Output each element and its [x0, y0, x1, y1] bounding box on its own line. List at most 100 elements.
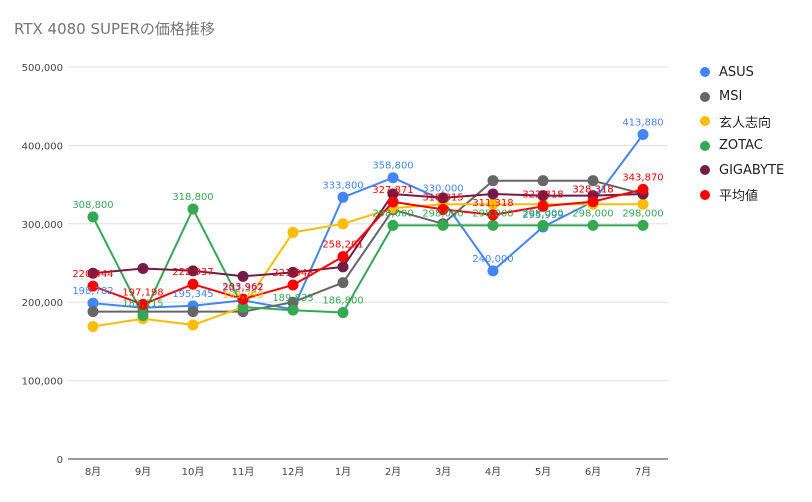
data-label: 298,000	[622, 208, 663, 219]
data-label: 198,782	[72, 286, 113, 297]
data-label: 222,937	[172, 267, 213, 278]
x-tick-label: 6月	[585, 466, 601, 478]
data-point	[437, 203, 449, 215]
data-point	[387, 188, 399, 200]
data-label: 322,318	[522, 189, 563, 200]
x-tick-label: 10月	[182, 466, 205, 478]
data-label: 298,000	[372, 208, 413, 219]
data-point	[537, 200, 549, 212]
data-label: 318,800	[172, 192, 213, 203]
data-label: 413,880	[622, 118, 663, 129]
data-point	[287, 304, 299, 316]
data-label: 298,000	[572, 208, 613, 219]
data-point	[487, 265, 499, 277]
data-point	[187, 278, 199, 290]
data-point	[287, 226, 299, 238]
data-label: 328,318	[572, 185, 613, 196]
legend-swatch	[700, 189, 710, 200]
data-point	[387, 196, 399, 208]
x-tick-label: 9月	[135, 466, 151, 478]
data-point	[637, 198, 649, 210]
data-point	[237, 293, 249, 305]
x-tick-label: 12月	[282, 466, 305, 478]
legend-item: MSI	[700, 85, 784, 110]
data-label: 295,999	[522, 210, 563, 221]
data-label: 258,201	[322, 240, 363, 251]
x-tick-label: 4月	[485, 466, 501, 478]
series-line-2	[92, 203, 643, 328]
data-point	[587, 196, 599, 208]
data-point	[87, 280, 99, 292]
data-label: 203,962	[222, 282, 263, 293]
data-point	[637, 219, 649, 231]
data-point	[637, 183, 649, 195]
data-point	[337, 307, 349, 319]
data-label: 240,000	[472, 254, 513, 265]
data-point	[337, 277, 349, 289]
x-tick-label: 1月	[335, 466, 351, 478]
x-tick-label: 8月	[85, 466, 101, 478]
x-tick-label: 5月	[535, 466, 551, 478]
data-label: 195,345	[172, 289, 213, 300]
data-point	[87, 321, 99, 333]
data-point	[487, 209, 499, 221]
y-tick-label: 0	[57, 455, 63, 466]
data-point	[537, 190, 549, 202]
legend-label: MSI	[719, 89, 743, 105]
data-label: 197,198	[122, 287, 163, 298]
data-label: 193,799	[222, 290, 263, 301]
legend: ASUS MSI 玄人志向 ZOTAC GIGABYTE 平均値	[700, 60, 784, 207]
data-point	[287, 296, 299, 308]
data-point	[137, 262, 149, 274]
data-point	[187, 306, 199, 318]
legend-item: GIGABYTE	[700, 158, 784, 183]
data-point	[587, 175, 599, 187]
series-line-1	[93, 179, 644, 313]
legend-label: GIGABYTE	[719, 162, 785, 178]
legend-swatch	[700, 67, 710, 78]
data-label: 358,800	[372, 161, 413, 172]
series-line-0	[92, 133, 644, 311]
legend-swatch	[700, 91, 710, 102]
data-label: 311,318	[472, 198, 513, 209]
data-label: 328,318	[572, 185, 613, 196]
data-point	[237, 301, 249, 313]
data-point	[87, 267, 99, 279]
data-label: 298,000	[472, 208, 513, 219]
data-point	[487, 198, 499, 210]
legend-label: ASUS	[719, 64, 754, 80]
series-line-4	[92, 193, 644, 278]
data-point	[87, 211, 99, 223]
data-label: 202,327	[222, 283, 263, 294]
data-label: 298,000	[422, 208, 463, 219]
chart-title: RTX 4080 SUPERの価格推移	[14, 20, 215, 38]
legend-swatch	[700, 140, 710, 151]
data-label: 327,871	[372, 185, 413, 196]
data-label: 221,948	[272, 268, 313, 279]
data-point	[137, 298, 149, 310]
data-point	[287, 279, 299, 291]
y-tick-label: 500,000	[22, 63, 63, 74]
x-tick-label: 11月	[232, 466, 255, 478]
data-label: 186,800	[322, 296, 363, 307]
legend-item: ASUS	[700, 60, 784, 85]
data-point	[187, 265, 199, 277]
x-tick-label: 2月	[385, 466, 401, 478]
data-point	[387, 172, 399, 184]
y-tick-label: 200,000	[22, 298, 63, 309]
data-label: 220,444	[72, 269, 113, 280]
legend-swatch	[700, 165, 710, 176]
data-point	[587, 219, 599, 231]
data-point	[387, 219, 399, 231]
data-label: 298,000	[522, 208, 563, 219]
data-point	[337, 191, 349, 203]
data-point	[437, 192, 449, 204]
legend-item: ZOTAC	[700, 134, 784, 159]
y-tick-label: 400,000	[22, 141, 63, 152]
legend-label: ZOTAC	[719, 138, 763, 154]
series-line-5	[92, 188, 644, 306]
legend-swatch	[700, 116, 710, 127]
legend-label: 玄人志向	[719, 115, 772, 131]
